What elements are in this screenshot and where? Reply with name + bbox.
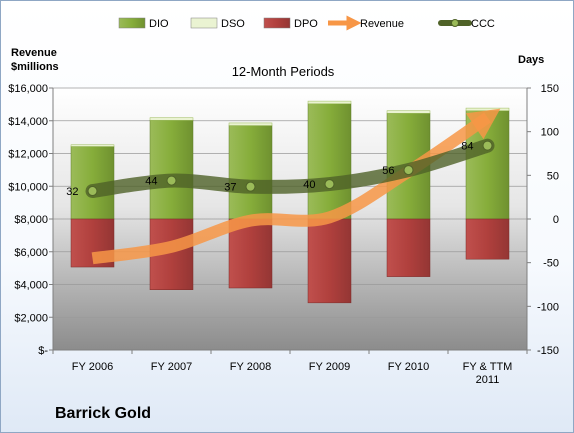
y-left-tick-label: $2,000 — [14, 312, 48, 324]
ccc-data-label: 44 — [145, 176, 157, 188]
ccc-line — [85, 138, 495, 199]
y-right-tick-label: -100 — [537, 301, 559, 313]
ccc-point — [482, 140, 493, 151]
legend-swatch-ccc-point — [451, 19, 459, 27]
legend-label: DIO — [149, 18, 169, 30]
y-left-tick-label: $- — [38, 345, 48, 357]
y-left-label-line1: Revenue — [11, 47, 57, 59]
x-tick-label: FY 2010 — [388, 361, 429, 373]
y-left-tick-label: $6,000 — [14, 247, 48, 259]
axes: $16,000 $14,000 $12,000 $10,000 $8,000 $6,000… — [8, 83, 559, 386]
ccc-point — [403, 165, 414, 176]
legend-swatch-dio — [118, 17, 146, 29]
dpo-bar — [465, 218, 510, 260]
legend: DIO DSO DPO Revenue CCC — [118, 15, 495, 31]
y-left-tick-label: $14,000 — [8, 116, 48, 128]
y-right-tick-label: 50 — [547, 170, 559, 182]
legend-label: Revenue — [360, 18, 404, 30]
ccc-data-label: 40 — [303, 179, 315, 191]
y-right-tick-label: 0 — [553, 214, 559, 226]
chart-title: 12-Month Periods — [232, 64, 335, 79]
x-tick-label: FY 2009 — [309, 361, 350, 373]
lines: 32 44 37 40 56 84 — [66, 108, 501, 265]
x-tick-label: FY 2008 — [230, 361, 271, 373]
ccc-point — [166, 175, 177, 186]
ccc-point — [324, 179, 335, 190]
y-left-tick-label: $8,000 — [14, 214, 48, 226]
dio-bar — [149, 120, 194, 220]
dso-bar — [228, 122, 273, 126]
dio-bar — [228, 125, 273, 220]
y-right-tick-label: 100 — [541, 127, 559, 139]
ccc-data-label: 37 — [224, 182, 236, 194]
dso-bar — [149, 117, 194, 121]
y-left-tick-label: $16,000 — [8, 83, 48, 95]
company-name: Barrick Gold — [55, 405, 152, 422]
x-tick-label: FY 2006 — [72, 361, 113, 373]
y-right-label: Days — [518, 54, 544, 66]
ccc-data-label: 56 — [382, 165, 394, 177]
legend-label: DSO — [221, 18, 245, 30]
dpo-bar — [386, 218, 431, 277]
dso-bar — [70, 144, 115, 147]
legend-swatch-dpo — [263, 17, 291, 29]
x-tick-label: FY & TTM — [463, 361, 513, 373]
x-tick-label: FY 2007 — [151, 361, 192, 373]
legend-label: CCC — [471, 18, 495, 30]
y-left-tick-label: $12,000 — [8, 149, 48, 161]
ccc-point — [87, 186, 98, 197]
y-left-tick-label: $10,000 — [8, 181, 48, 193]
y-right-tick-label: -50 — [543, 258, 559, 270]
legend-swatch-dso — [190, 17, 218, 29]
ccc-data-label: 84 — [461, 141, 473, 153]
legend-label: DPO — [294, 18, 318, 30]
y-left-label-line2: $millions — [11, 61, 59, 73]
dpo-bar — [307, 218, 352, 304]
dio-bar — [307, 103, 352, 220]
dso-bar — [386, 110, 431, 114]
ccc-point — [245, 181, 256, 192]
dso-bar — [465, 107, 510, 111]
y-left-tick-label: $4,000 — [14, 280, 48, 292]
y-right-tick-label: -150 — [537, 345, 559, 357]
dso-bar — [307, 100, 352, 104]
x-tick-label: 2011 — [476, 374, 500, 386]
ccc-data-label: 32 — [66, 186, 78, 198]
y-right-tick-label: 150 — [541, 83, 559, 95]
